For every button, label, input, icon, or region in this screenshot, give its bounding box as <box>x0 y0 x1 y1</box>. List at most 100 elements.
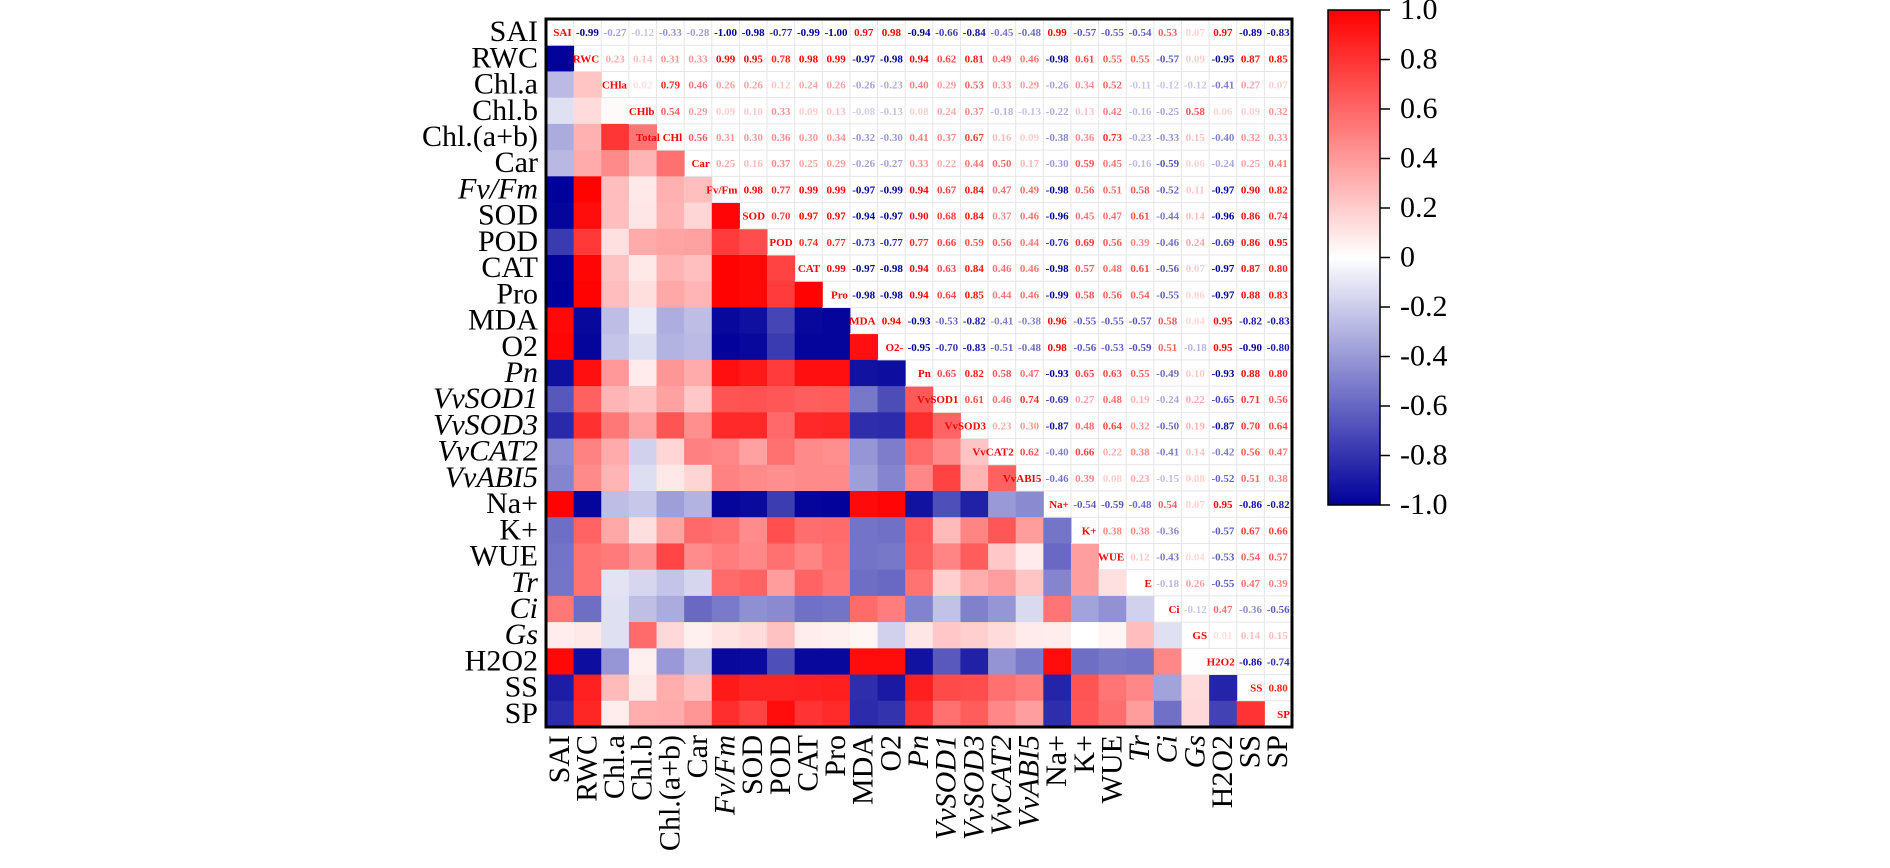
heatmap-cell <box>656 622 685 649</box>
heatmap-cell <box>988 674 1017 702</box>
heatmap-cell <box>546 517 575 544</box>
heatmap-cell <box>1126 595 1155 623</box>
heatmap-frame <box>544 17 1294 729</box>
correlation-value: -0.94 <box>852 211 875 223</box>
heatmap-cell <box>573 281 602 308</box>
heatmap-cell <box>546 464 575 492</box>
heatmap-cell <box>767 674 796 702</box>
correlation-value: -0.53 <box>1101 342 1124 354</box>
colorbar-tick-label: -1.0 <box>1400 488 1448 521</box>
correlation-value: -0.54 <box>1073 499 1096 511</box>
heatmap-cell <box>739 648 768 676</box>
heatmap-cell <box>1015 700 1044 728</box>
heatmap-cell <box>656 255 685 282</box>
correlation-value: 0.25 <box>1241 158 1261 170</box>
correlation-value: 0.27 <box>1241 80 1261 92</box>
correlation-value: -0.51 <box>990 342 1013 354</box>
heatmap-cell <box>546 281 575 308</box>
heatmap-cell <box>573 176 602 204</box>
correlation-value: 0.47 <box>1213 604 1233 616</box>
heatmap-cell <box>794 700 823 728</box>
colorbar-ticks: 1.0 0.8 0.6 0.4 0.2 0 -0.2 -0.4 -0.6 -0.8 -1.0 <box>1380 0 1448 521</box>
column-label: Tr <box>1123 735 1156 762</box>
correlation-value: 0.09 <box>1241 106 1261 118</box>
heatmap-cell <box>988 622 1017 649</box>
correlation-value: -0.18 <box>990 106 1013 118</box>
heatmap-cell <box>573 255 602 282</box>
heatmap-cell <box>739 700 768 728</box>
heatmap-cell <box>711 491 740 518</box>
colorbar-tick-label: -0.6 <box>1400 389 1448 422</box>
heatmap-cell <box>767 438 796 466</box>
heatmap-cell <box>822 333 851 361</box>
correlation-value: 0.74 <box>1269 211 1289 223</box>
correlation-value: 0.39 <box>1075 473 1095 485</box>
heatmap-cell <box>656 438 685 466</box>
heatmap-cell <box>628 202 658 230</box>
heatmap-cell <box>546 491 575 518</box>
correlation-value: 0.25 <box>716 158 736 170</box>
correlation-value: 0.33 <box>992 80 1012 92</box>
heatmap-cell <box>1098 674 1127 702</box>
diagonal-label: H2O2 <box>1207 656 1236 668</box>
heatmap-cell <box>1126 648 1155 676</box>
correlation-value: -0.55 <box>1073 316 1096 328</box>
heatmap-cell <box>822 648 851 676</box>
heatmap-cell <box>684 386 713 413</box>
correlation-value: 0.82 <box>1269 184 1289 196</box>
correlation-value: 0.74 <box>1020 394 1040 406</box>
correlation-value: -0.55 <box>1101 27 1124 39</box>
diagonal-label: VvABI5 <box>1003 473 1042 485</box>
heatmap-cell <box>573 307 602 335</box>
heatmap-cell <box>739 464 768 492</box>
correlation-value: 0.08 <box>1103 473 1123 485</box>
heatmap-cell <box>1181 674 1210 702</box>
correlation-value: 0.94 <box>909 53 929 65</box>
correlation-value: 0.06 <box>1186 289 1206 301</box>
correlation-value: 0.47 <box>1020 368 1040 380</box>
correlation-value: -0.48 <box>1018 342 1041 354</box>
heatmap-cell <box>1181 700 1210 728</box>
correlation-value: 0.09 <box>1186 53 1206 65</box>
heatmap-cell <box>767 622 796 649</box>
heatmap-cell <box>849 333 879 361</box>
correlation-value: 0.95 <box>1213 499 1233 511</box>
heatmap-cell <box>711 307 740 335</box>
correlation-value: -0.90 <box>1239 342 1262 354</box>
heatmap-cell <box>767 648 796 676</box>
heatmap-cell <box>711 202 740 230</box>
diagonal-label: Pro <box>831 289 848 301</box>
correlation-value: -0.18 <box>1184 342 1207 354</box>
correlation-value: 0.98 <box>799 53 819 65</box>
heatmap-cell <box>767 569 796 597</box>
row-label: O2 <box>501 330 538 363</box>
diagonal-label: SOD <box>742 211 765 223</box>
correlation-value: 0.08 <box>1186 473 1206 485</box>
correlation-value: 0.24 <box>799 80 819 92</box>
heatmap-cell <box>546 255 575 282</box>
heatmap-cell <box>932 412 961 440</box>
diagonal-label: WUE <box>1098 552 1124 564</box>
correlation-value: 0.48 <box>1103 394 1123 406</box>
heatmap-cell <box>546 333 575 361</box>
heatmap-cell <box>767 464 796 492</box>
heatmap-cell <box>1043 543 1072 571</box>
correlation-value: 0.31 <box>716 132 735 144</box>
heatmap-cell <box>573 412 602 440</box>
heatmap-cell <box>573 359 602 387</box>
correlation-value: -0.56 <box>1156 263 1179 275</box>
heatmap-cell <box>656 386 685 413</box>
heatmap-cell <box>960 543 989 571</box>
correlation-value: 0.38 <box>1269 473 1289 485</box>
correlation-value: -0.98 <box>1046 184 1069 196</box>
diagonal-label: VvSOD1 <box>917 394 959 406</box>
correlation-value: 0.07 <box>1186 263 1206 275</box>
correlation-value: 0.78 <box>771 53 791 65</box>
correlation-value: -0.99 <box>1046 289 1069 301</box>
heatmap-cell <box>932 569 961 597</box>
heatmap-cell <box>711 359 740 387</box>
heatmap-cell <box>1043 648 1072 676</box>
column-label: VvSOD1 <box>930 735 963 840</box>
correlation-value: -0.33 <box>1156 132 1179 144</box>
